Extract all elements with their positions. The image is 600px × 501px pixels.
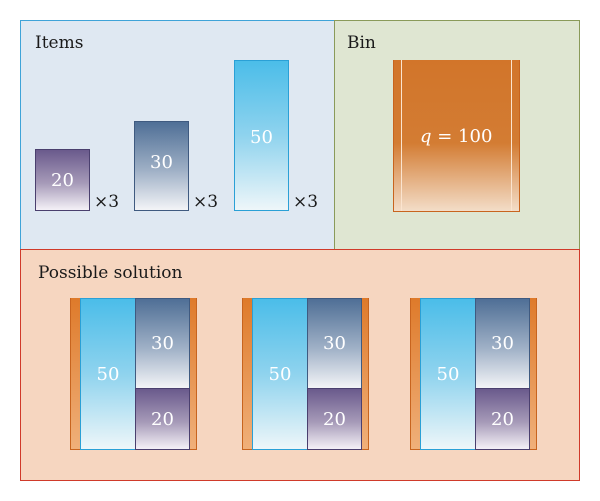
bin-capacity-variable: q	[420, 126, 432, 147]
item-box-50: 50	[234, 60, 289, 211]
solution-2-item-50: 50	[252, 298, 308, 450]
solution-1-item-30: 30	[135, 298, 190, 389]
solution-2-item-30-label: 30	[323, 333, 346, 354]
bin-container: q = 100	[393, 60, 520, 212]
item-20-multiplier: ×3	[94, 192, 120, 212]
solution-1-item-50-label: 50	[96, 363, 120, 385]
solution-1-item-50: 50	[80, 298, 136, 450]
item-box-50-label: 50	[250, 127, 273, 148]
solution-1-item-30-label: 30	[151, 333, 174, 354]
solution-2-item-20: 20	[307, 388, 362, 450]
bin-panel-title: Bin	[347, 33, 376, 53]
solution-panel-title: Possible solution	[38, 263, 183, 283]
solution-bin-3: 50 30 20	[410, 298, 537, 450]
item-box-30: 30	[134, 121, 189, 211]
bin-right-wall	[511, 60, 512, 211]
solution-3-item-20: 20	[475, 388, 530, 450]
item-box-30-label: 30	[150, 151, 173, 173]
solution-3-item-30: 30	[475, 298, 530, 389]
item-30-multiplier: ×3	[193, 192, 219, 212]
item-box-20: 20	[35, 149, 90, 211]
item-50-multiplier: ×3	[293, 192, 319, 212]
solution-bin-2: 50 30 20	[242, 298, 369, 450]
solution-2-item-50-label: 50	[268, 363, 292, 385]
solution-bin-1: 50 30 20	[70, 298, 197, 450]
solution-3-item-50: 50	[420, 298, 476, 450]
solution-3-item-20-label: 20	[491, 408, 514, 430]
solution-1-item-20-label: 20	[151, 408, 174, 430]
solution-1-item-20: 20	[135, 388, 190, 450]
solution-3-item-30-label: 30	[491, 333, 514, 354]
solution-2-item-30: 30	[307, 298, 362, 389]
item-box-20-label: 20	[51, 169, 74, 191]
bin-capacity-label: q = 100	[420, 126, 492, 147]
items-panel-title: Items	[35, 33, 84, 53]
solution-2-item-20-label: 20	[323, 408, 346, 430]
bin-left-wall	[401, 60, 402, 211]
bin-capacity-value: = 100	[431, 126, 493, 147]
solution-3-item-50-label: 50	[436, 363, 460, 385]
